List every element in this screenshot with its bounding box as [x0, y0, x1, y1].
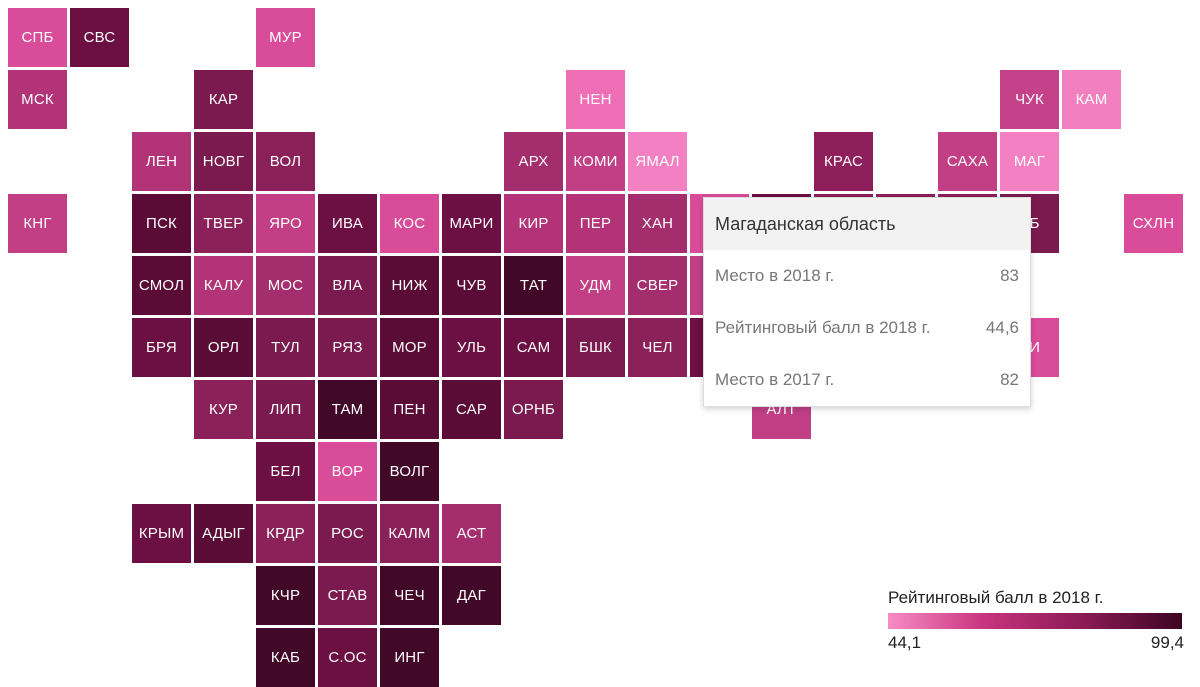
legend-ticks: 44,1 99,4 — [888, 633, 1184, 653]
region-tile[interactable]: ЧЕЧ — [380, 566, 439, 625]
region-tile[interactable]: МАГ — [1000, 132, 1059, 191]
region-tile[interactable]: КАМ — [1062, 70, 1121, 129]
region-tile[interactable]: ЧУВ — [442, 256, 501, 315]
region-tile[interactable]: ЛЕН — [132, 132, 191, 191]
region-tile[interactable]: КУР — [194, 380, 253, 439]
region-tile[interactable]: ИНГ — [380, 628, 439, 687]
region-tile[interactable]: НЕН — [566, 70, 625, 129]
region-tile[interactable]: ОРЛ — [194, 318, 253, 377]
region-tile[interactable]: ТВЕР — [194, 194, 253, 253]
tooltip-label: Место в 2017 г. — [715, 370, 835, 389]
region-tile[interactable]: КОС — [380, 194, 439, 253]
region-tile[interactable]: ДАГ — [442, 566, 501, 625]
tooltip-row-score-2018: Рейтинговый балл в 2018 г. 44,6 — [704, 302, 1030, 354]
region-tile[interactable]: ВОЛ — [256, 132, 315, 191]
region-tile[interactable]: ЧЕЛ — [628, 318, 687, 377]
region-tile[interactable]: ТАТ — [504, 256, 563, 315]
region-tile[interactable]: КИР — [504, 194, 563, 253]
legend-max-label: 99,4 — [1150, 633, 1184, 652]
tooltip-label: Рейтинговый балл в 2018 г. — [715, 318, 931, 337]
region-tooltip: Магаданская область Место в 2018 г. 83 Р… — [703, 197, 1031, 407]
region-tile[interactable]: ПЕР — [566, 194, 625, 253]
region-tile[interactable]: КРАС — [814, 132, 873, 191]
region-tile[interactable]: САМ — [504, 318, 563, 377]
region-tile[interactable]: КАЛМ — [380, 504, 439, 563]
region-tile[interactable]: МАРИ — [442, 194, 501, 253]
region-tile[interactable]: ТАМ — [318, 380, 377, 439]
region-tile[interactable]: НОВГ — [194, 132, 253, 191]
region-tile[interactable]: АРХ — [504, 132, 563, 191]
region-tile[interactable]: ЛИП — [256, 380, 315, 439]
region-tile[interactable]: КАР — [194, 70, 253, 129]
region-tile[interactable]: ВОЛГ — [380, 442, 439, 501]
region-tile[interactable]: АСТ — [442, 504, 501, 563]
region-tile[interactable]: ВЛА — [318, 256, 377, 315]
tooltip-title: Магаданская область — [704, 198, 1030, 250]
tooltip-label: Место в 2018 г. — [715, 266, 835, 285]
region-tile[interactable]: КАЛУ — [194, 256, 253, 315]
region-tile[interactable]: БШК — [566, 318, 625, 377]
region-tile[interactable]: МОС — [256, 256, 315, 315]
region-tile[interactable]: БЕЛ — [256, 442, 315, 501]
region-tile[interactable]: КНГ — [8, 194, 67, 253]
tooltip-row-rank-2018: Место в 2018 г. 83 — [704, 250, 1030, 302]
region-tile[interactable]: ЯМАЛ — [628, 132, 687, 191]
region-tile[interactable]: МОР — [380, 318, 439, 377]
region-tile[interactable]: КРЫМ — [132, 504, 191, 563]
region-tile[interactable]: ИВА — [318, 194, 377, 253]
region-tile[interactable]: ЧУК — [1000, 70, 1059, 129]
region-tile[interactable]: ЯРО — [256, 194, 315, 253]
region-tile[interactable]: САР — [442, 380, 501, 439]
legend-min-label: 44,1 — [888, 633, 922, 652]
region-tile[interactable]: ОРНБ — [504, 380, 563, 439]
region-tile[interactable]: СТАВ — [318, 566, 377, 625]
region-tile[interactable]: ПСК — [132, 194, 191, 253]
region-tile[interactable]: КРДР — [256, 504, 315, 563]
region-tile[interactable]: СМОЛ — [132, 256, 191, 315]
legend-gradient-bar — [888, 613, 1182, 629]
region-tile[interactable]: УЛЬ — [442, 318, 501, 377]
region-tile[interactable]: КЧР — [256, 566, 315, 625]
region-tile[interactable]: КОМИ — [566, 132, 625, 191]
region-tile[interactable]: БРЯ — [132, 318, 191, 377]
region-tile[interactable]: ХАН — [628, 194, 687, 253]
region-tile[interactable]: ПЕН — [380, 380, 439, 439]
tooltip-value: 83 — [1000, 266, 1019, 285]
region-tile[interactable]: КАБ — [256, 628, 315, 687]
region-tile[interactable]: С.ОС — [318, 628, 377, 687]
region-tile[interactable]: СПБ — [8, 8, 67, 67]
region-tile[interactable]: РЯЗ — [318, 318, 377, 377]
color-legend: Рейтинговый балл в 2018 г. 44,1 99,4 — [888, 585, 1184, 665]
region-tile[interactable]: МУР — [256, 8, 315, 67]
tooltip-value: 44,6 — [985, 318, 1019, 337]
tooltip-value: 82 — [1000, 370, 1019, 389]
region-tile[interactable]: ТУЛ — [256, 318, 315, 377]
region-tile[interactable]: УДМ — [566, 256, 625, 315]
region-tile[interactable]: СВЕР — [628, 256, 687, 315]
region-tile[interactable]: МСК — [8, 70, 67, 129]
region-tile[interactable]: РОС — [318, 504, 377, 563]
region-tile[interactable]: НИЖ — [380, 256, 439, 315]
tooltip-row-rank-2017: Место в 2017 г. 82 — [704, 354, 1030, 406]
region-tile[interactable]: АДЫГ — [194, 504, 253, 563]
region-tile[interactable]: СВС — [70, 8, 129, 67]
region-tile[interactable]: ВОР — [318, 442, 377, 501]
legend-title: Рейтинговый балл в 2018 г. — [888, 588, 1104, 607]
region-tile[interactable]: СХЛН — [1124, 194, 1183, 253]
region-tile[interactable]: САХА — [938, 132, 997, 191]
